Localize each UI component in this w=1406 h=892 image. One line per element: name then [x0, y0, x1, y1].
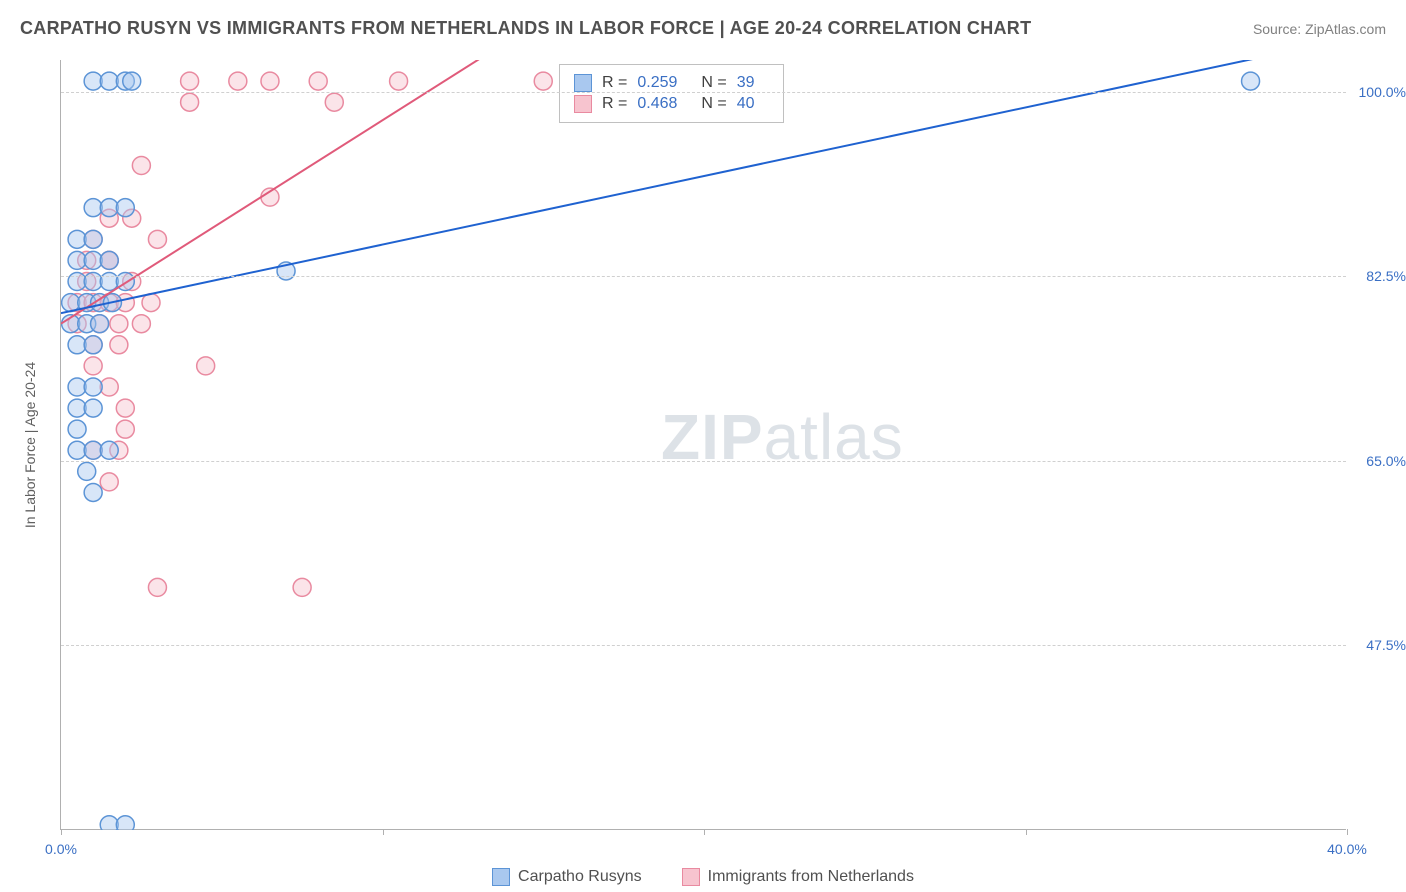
scatter-point: [84, 251, 102, 269]
scatter-point: [68, 441, 86, 459]
scatter-point: [84, 441, 102, 459]
scatter-point: [116, 420, 134, 438]
r-value-1: 0.259: [637, 74, 677, 92]
scatter-point: [84, 273, 102, 291]
scatter-point: [325, 93, 343, 111]
x-tick: [1026, 829, 1027, 835]
scatter-point: [68, 251, 86, 269]
scatter-point: [100, 473, 118, 491]
scatter-point: [68, 420, 86, 438]
chart-svg: [61, 60, 1346, 829]
y-axis-label: In Labor Force | Age 20-24: [22, 362, 38, 528]
scatter-point: [84, 378, 102, 396]
n-label-2: N =: [701, 95, 726, 113]
legend-item-series1: Carpatho Rusyns: [492, 868, 642, 886]
scatter-point: [100, 273, 118, 291]
scatter-point: [84, 199, 102, 217]
scatter-point: [84, 399, 102, 417]
scatter-point: [116, 199, 134, 217]
y-tick-label: 47.5%: [1351, 637, 1406, 653]
scatter-point: [309, 72, 327, 90]
scatter-point: [78, 462, 96, 480]
scatter-point: [68, 230, 86, 248]
gridline-h: [61, 92, 1346, 93]
scatter-point: [68, 273, 86, 291]
scatter-point: [116, 399, 134, 417]
scatter-point: [132, 156, 150, 174]
scatter-point: [293, 578, 311, 596]
gridline-h: [61, 276, 1346, 277]
gridline-h: [61, 461, 1346, 462]
bottom-legend: Carpatho Rusyns Immigrants from Netherla…: [0, 868, 1406, 886]
scatter-point: [181, 93, 199, 111]
scatter-point: [390, 72, 408, 90]
scatter-point: [68, 399, 86, 417]
legend-label-series1: Carpatho Rusyns: [518, 868, 642, 886]
scatter-point: [1242, 72, 1260, 90]
stats-row-series2: R = 0.468 N = 40: [574, 95, 769, 113]
n-label-1: N =: [701, 74, 726, 92]
gridline-h: [61, 645, 1346, 646]
scatter-point: [229, 72, 247, 90]
legend-item-series2: Immigrants from Netherlands: [682, 868, 914, 886]
plot-area: ZIPatlas R = 0.259 N = 39 R = 0.468 N = …: [60, 60, 1346, 830]
stats-box: R = 0.259 N = 39 R = 0.468 N = 40: [559, 64, 784, 123]
r-label-1: R =: [602, 74, 627, 92]
scatter-point: [84, 357, 102, 375]
scatter-point: [84, 483, 102, 501]
chart-title: CARPATHO RUSYN VS IMMIGRANTS FROM NETHER…: [20, 18, 1031, 39]
scatter-point: [181, 72, 199, 90]
scatter-point: [197, 357, 215, 375]
swatch-series2: [574, 95, 592, 113]
scatter-point: [534, 72, 552, 90]
x-tick: [383, 829, 384, 835]
y-tick-label: 82.5%: [1351, 268, 1406, 284]
legend-swatch-series2: [682, 868, 700, 886]
scatter-point: [100, 816, 118, 834]
scatter-point: [110, 315, 128, 333]
scatter-point: [100, 72, 118, 90]
source-label: Source: ZipAtlas.com: [1253, 21, 1386, 37]
scatter-point: [148, 230, 166, 248]
scatter-point: [148, 578, 166, 596]
x-tick: [704, 829, 705, 835]
stats-row-series1: R = 0.259 N = 39: [574, 74, 769, 92]
scatter-point: [84, 72, 102, 90]
n-value-1: 39: [737, 74, 755, 92]
scatter-point: [100, 441, 118, 459]
n-value-2: 40: [737, 95, 755, 113]
scatter-point: [116, 816, 134, 834]
scatter-point: [110, 336, 128, 354]
scatter-point: [100, 199, 118, 217]
y-tick-label: 100.0%: [1351, 84, 1406, 100]
r-label-2: R =: [602, 95, 627, 113]
scatter-point: [123, 72, 141, 90]
swatch-series1: [574, 74, 592, 92]
scatter-point: [84, 336, 102, 354]
scatter-point: [100, 251, 118, 269]
legend-swatch-series1: [492, 868, 510, 886]
scatter-point: [261, 72, 279, 90]
scatter-point: [84, 230, 102, 248]
x-tick-label: 40.0%: [1327, 841, 1367, 857]
title-bar: CARPATHO RUSYN VS IMMIGRANTS FROM NETHER…: [20, 18, 1386, 39]
scatter-point: [91, 315, 109, 333]
x-tick-label: 0.0%: [45, 841, 77, 857]
scatter-point: [68, 336, 86, 354]
x-tick: [61, 829, 62, 835]
scatter-point: [68, 378, 86, 396]
y-tick-label: 65.0%: [1351, 453, 1406, 469]
scatter-point: [132, 315, 150, 333]
r-value-2: 0.468: [637, 95, 677, 113]
legend-label-series2: Immigrants from Netherlands: [708, 868, 914, 886]
x-tick: [1347, 829, 1348, 835]
scatter-point: [100, 378, 118, 396]
